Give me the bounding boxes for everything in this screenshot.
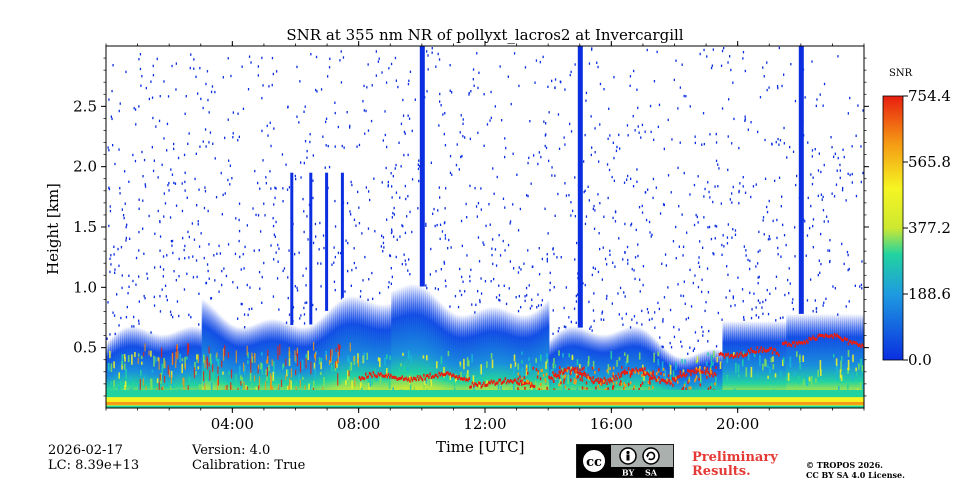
boundary-layer xyxy=(106,283,864,408)
plume-0 xyxy=(290,172,294,325)
cc-logo-text: cc xyxy=(586,455,602,470)
cc-by-sa-badge: cc BY SA xyxy=(576,444,674,478)
plume-3 xyxy=(340,172,344,298)
sa-share-alike-icon xyxy=(642,447,660,465)
y-tick-label-1: 1.0 xyxy=(73,278,97,296)
y-tick-label-3: 2.0 xyxy=(73,158,97,176)
chart-title: SNR at 355 nm NR of pollyxt_lacros2 at I… xyxy=(286,26,684,44)
preliminary-line1: Preliminary xyxy=(692,450,778,465)
x-tick-label-1: 08:00 xyxy=(337,415,380,433)
x-tick-label-3: 16:00 xyxy=(590,415,633,433)
footer-date: 2026-02-17 xyxy=(48,443,123,458)
license-text: CC BY SA 4.0 License. xyxy=(806,470,905,480)
colorbar-tick-label-3: 565.8 xyxy=(908,153,951,171)
preliminary-line2: Results. xyxy=(692,464,751,479)
plume-1 xyxy=(309,172,313,325)
x-axis-label: Time [UTC] xyxy=(436,438,525,456)
y-tick-label-2: 1.5 xyxy=(73,218,97,236)
footer-lc: LC: 8.39e+13 xyxy=(48,458,140,473)
vertical-plumes xyxy=(290,46,804,328)
y-tick-label-4: 2.5 xyxy=(73,97,97,115)
x-tick-label-0: 04:00 xyxy=(211,415,254,433)
colorbar-tick-label-4: 754.4 xyxy=(908,87,951,105)
y-tick-label-0: 0.5 xyxy=(73,339,97,357)
plot-area xyxy=(106,46,864,408)
plume-5 xyxy=(577,46,583,328)
plume-6 xyxy=(798,46,804,314)
copyright-text: © TROPOS 2026. xyxy=(806,460,883,470)
colorbar-ticks: 0.0 188.6 377.2 565.8 754.4 xyxy=(903,87,951,369)
cc-logo-icon xyxy=(581,448,607,474)
axes: 04:00 08:00 12:00 16:00 20:00 0.5 1.0 1.5 2.0 2.5 xyxy=(73,41,869,433)
colorbar-tick-label-0: 0.0 xyxy=(908,351,932,369)
x-tick-label-4: 20:00 xyxy=(716,415,759,433)
footer-calibration: Calibration: True xyxy=(192,458,306,473)
colorbar-tick-label-2: 377.2 xyxy=(908,219,951,237)
cc-sa-label: SA xyxy=(645,468,658,478)
colorbar-tick-label-1: 188.6 xyxy=(908,285,951,303)
plume-4 xyxy=(419,46,425,287)
footer-version: Version: 4.0 xyxy=(192,443,271,458)
cc-by-label: BY xyxy=(622,468,635,478)
colorbar-label: SNR xyxy=(889,68,913,79)
plume-2 xyxy=(325,172,329,311)
colorbar xyxy=(882,95,904,361)
x-tick-label-2: 12:00 xyxy=(463,415,506,433)
surface-layer xyxy=(106,389,864,408)
y-axis-label: Height [km] xyxy=(44,183,62,275)
